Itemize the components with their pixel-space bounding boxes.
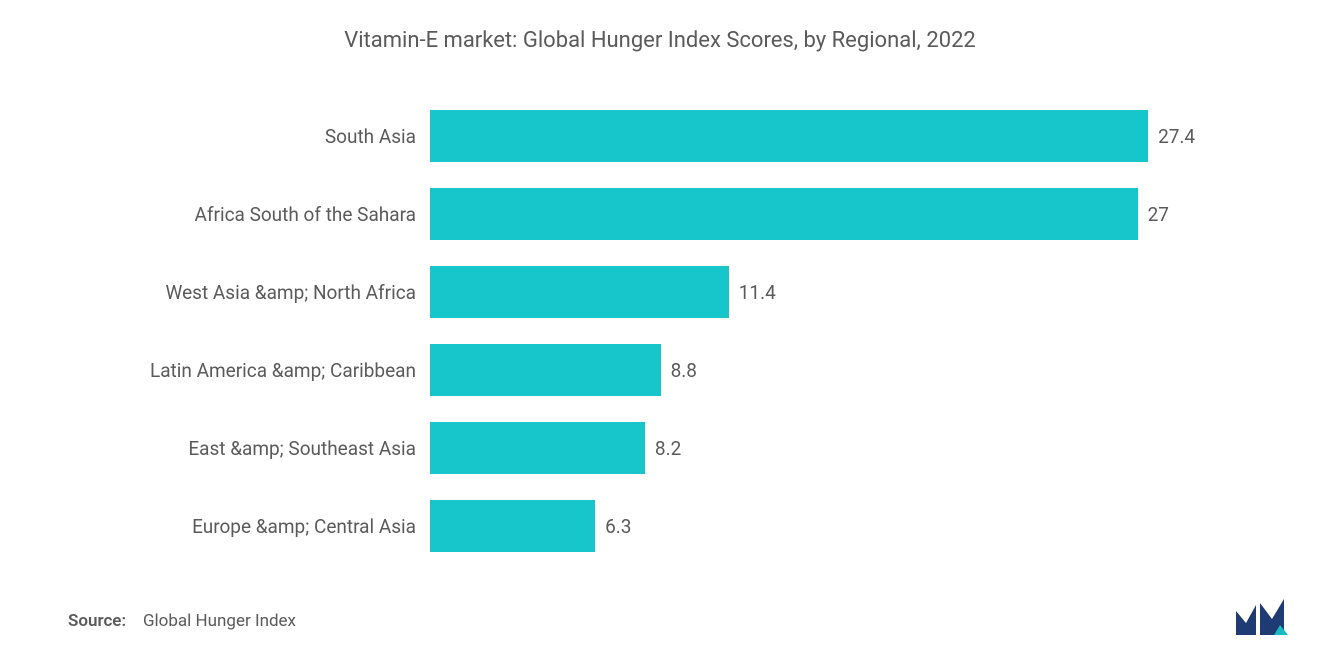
- value-label: 27.4: [1148, 110, 1195, 162]
- value-label: 8.2: [645, 422, 681, 474]
- bar: [430, 344, 661, 396]
- source-prefix: Source:: [68, 611, 126, 631]
- source-text: Global Hunger Index: [143, 611, 296, 631]
- brand-logo-icon: [1234, 597, 1290, 637]
- bar: [430, 188, 1138, 240]
- category-label: Africa South of the Sahara: [0, 203, 430, 226]
- chart-plot-area: South Asia 27.4 Africa South of the Sahara…: [0, 110, 1320, 578]
- bar-track: 27.4: [430, 110, 1320, 162]
- bar: [430, 500, 595, 552]
- bar-track: 27: [430, 188, 1320, 240]
- bar: [430, 266, 729, 318]
- category-label: Latin America &amp; Caribbean: [0, 359, 430, 382]
- source-line: Source: Global Hunger Index: [68, 611, 296, 631]
- bar-track: 11.4: [430, 266, 1320, 318]
- category-label: South Asia: [0, 125, 430, 148]
- chart-row: Latin America &amp; Caribbean 8.8: [0, 344, 1320, 396]
- category-label: West Asia &amp; North Africa: [0, 281, 430, 304]
- bar-track: 8.8: [430, 344, 1320, 396]
- bar-track: 6.3: [430, 500, 1320, 552]
- value-label: 27: [1138, 188, 1169, 240]
- chart-row: Africa South of the Sahara 27: [0, 188, 1320, 240]
- category-label: East &amp; Southeast Asia: [0, 437, 430, 460]
- value-label: 11.4: [729, 266, 776, 318]
- value-label: 6.3: [595, 500, 631, 552]
- bar: [430, 110, 1148, 162]
- value-label: 8.8: [661, 344, 697, 396]
- chart-row: South Asia 27.4: [0, 110, 1320, 162]
- chart-row: West Asia &amp; North Africa 11.4: [0, 266, 1320, 318]
- category-label: Europe &amp; Central Asia: [0, 515, 430, 538]
- chart-row: East &amp; Southeast Asia 8.2: [0, 422, 1320, 474]
- bar-track: 8.2: [430, 422, 1320, 474]
- bar: [430, 422, 645, 474]
- chart-title: Vitamin-E market: Global Hunger Index Sc…: [0, 0, 1320, 63]
- chart-row: Europe &amp; Central Asia 6.3: [0, 500, 1320, 552]
